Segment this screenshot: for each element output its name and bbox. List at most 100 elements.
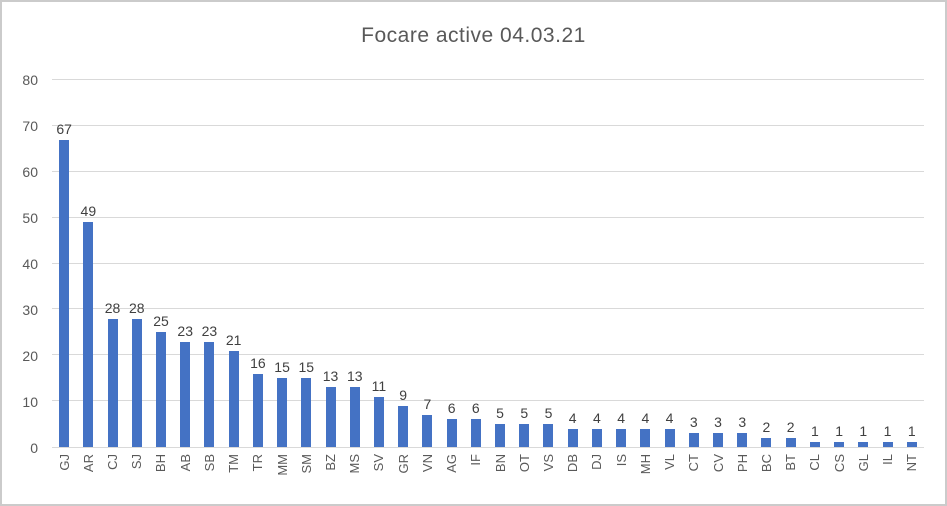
- y-tick-label: 30: [22, 302, 38, 318]
- bar-cell-bn: 5: [488, 80, 512, 447]
- bar-value-label: 13: [322, 368, 339, 385]
- bar-cell-ph: 3: [730, 80, 754, 447]
- bar-value-label: 3: [714, 414, 722, 431]
- bar-value-label: 1: [835, 423, 843, 440]
- bar-value-label: 23: [201, 322, 218, 339]
- bar-value-label: 3: [738, 414, 747, 431]
- bar-cell-ct: 3: [682, 80, 706, 447]
- x-cell: VN: [415, 454, 439, 496]
- bar-value-label: 21: [225, 331, 242, 348]
- bar-value-label: 49: [80, 203, 97, 220]
- chart-title: Focare active 04.03.21: [361, 24, 586, 47]
- bar: [761, 437, 772, 447]
- x-tick-label: PH: [734, 454, 750, 473]
- bar-cell-mh: 4: [633, 80, 657, 447]
- x-cell: SB: [197, 454, 221, 496]
- x-cell: CJ: [100, 454, 124, 496]
- bar-value-label: 5: [544, 405, 553, 422]
- x-cell: GR: [391, 454, 415, 496]
- bar: [809, 442, 820, 447]
- x-tick-label: BZ: [323, 454, 339, 471]
- x-tick-label: GJ: [56, 454, 72, 471]
- x-tick-label: CS: [831, 454, 847, 473]
- bar: [155, 332, 166, 447]
- x-cell: BC: [754, 454, 778, 496]
- y-tick-label: 50: [22, 210, 38, 226]
- bar-cell-db: 4: [561, 80, 585, 447]
- bar-cell-ag: 6: [440, 80, 464, 447]
- bar-cell-dj: 4: [585, 80, 609, 447]
- bar-value-label: 15: [298, 359, 315, 376]
- x-cell: TM: [222, 454, 246, 496]
- bar-cell-sv: 11: [367, 80, 391, 447]
- x-tick-label: BC: [758, 454, 774, 473]
- x-cell: NT: [900, 454, 924, 496]
- bar: [422, 414, 433, 447]
- gridline: [52, 308, 924, 310]
- bar-value-label: 5: [496, 405, 504, 422]
- bar: [180, 341, 191, 447]
- bar-value-label: 6: [447, 400, 456, 417]
- x-tick-label: AR: [80, 454, 96, 473]
- bar-cell-gr: 9: [391, 80, 415, 447]
- y-tick-label: 40: [22, 256, 38, 272]
- x-cell: BT: [779, 454, 803, 496]
- x-cell: CS: [827, 454, 851, 496]
- bar-value-label: 7: [423, 395, 432, 412]
- bar-series: 67 49 28 28 25 23 23 21 16 15 15 13 13 11 9 7 6 6 5 5 5 4 4 4 4 4…: [52, 80, 924, 447]
- x-tick-label: IS: [613, 454, 629, 467]
- x-cell: VL: [657, 454, 681, 496]
- bar-cell-ar: 49: [76, 80, 100, 447]
- bar-value-label: 67: [56, 120, 72, 137]
- bar: [906, 442, 917, 447]
- gridline: [52, 170, 924, 172]
- x-cell: AB: [173, 454, 197, 496]
- bar: [640, 428, 651, 447]
- bar-value-label: 1: [859, 423, 868, 440]
- bar-cell-bc: 2: [754, 80, 778, 447]
- x-tick-label: SM: [298, 454, 314, 474]
- bar-value-label: 23: [177, 322, 193, 339]
- x-cell: OT: [512, 454, 536, 496]
- bar-cell-bh: 25: [149, 80, 173, 447]
- bar: [834, 442, 845, 447]
- bar-cell-if: 6: [464, 80, 488, 447]
- gridline: [52, 354, 924, 356]
- bar: [688, 433, 699, 447]
- bar: [713, 433, 724, 447]
- bar-cell-gj: 67: [52, 80, 76, 447]
- x-tick-label: VS: [540, 454, 556, 472]
- plot-area: 67 49 28 28 25 23 23 21 16 15 15 13 13 11 9 7 6 6 5 5 5 4 4 4 4 4…: [52, 79, 924, 448]
- y-tick-label: 80: [22, 72, 38, 88]
- bar: [616, 428, 627, 447]
- x-tick-label: NT: [904, 454, 920, 472]
- x-cell: MH: [633, 454, 657, 496]
- y-tick-label: 0: [30, 440, 38, 456]
- bar-cell-cs: 1: [827, 80, 851, 447]
- bar-cell-bt: 2: [779, 80, 803, 447]
- bar-value-label: 16: [250, 354, 266, 371]
- x-tick-label: DJ: [589, 454, 605, 470]
- x-cell: BN: [488, 454, 512, 496]
- x-cell: IS: [609, 454, 633, 496]
- bar-value-label: 1: [907, 423, 916, 440]
- x-tick-label: CJ: [105, 454, 121, 470]
- bar-cell-nt: 1: [900, 80, 924, 447]
- x-cell: AR: [76, 454, 100, 496]
- x-tick-label: OT: [516, 454, 532, 473]
- x-tick-label: MM: [274, 454, 290, 476]
- bar-value-label: 15: [274, 359, 290, 376]
- x-cell: DJ: [585, 454, 609, 496]
- x-tick-label: VN: [419, 454, 435, 473]
- x-axis-labels: GJ AR CJ SJ BH AB SB TM TR MM SM BZ MS SV GR VN AG IF BN OT…: [52, 454, 924, 496]
- bar-value-label: 9: [399, 386, 408, 403]
- bar: [373, 396, 384, 447]
- bar-cell-ms: 13: [343, 80, 367, 447]
- bar: [277, 378, 288, 447]
- bar: [349, 387, 360, 447]
- x-cell: MS: [343, 454, 367, 496]
- bar-cell-vs: 5: [536, 80, 560, 447]
- bar-value-label: 11: [371, 377, 387, 394]
- y-tick-label: 70: [22, 118, 38, 134]
- bar: [252, 373, 263, 447]
